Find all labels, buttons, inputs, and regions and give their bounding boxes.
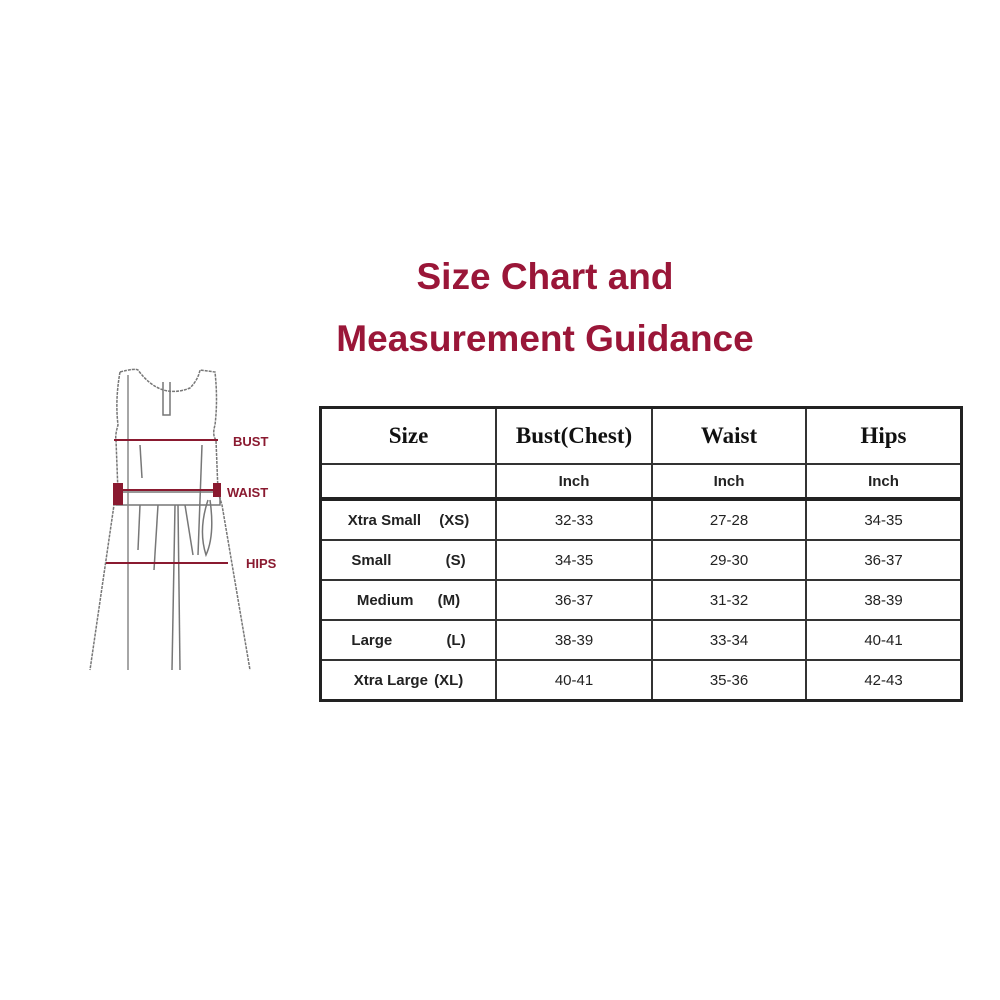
title-line-2: Measurement Guidance [336,318,754,359]
bust-cell: 34-35 [495,539,653,581]
waist-cell: 27-28 [651,498,807,541]
header-waist: Waist [651,406,807,465]
waist-cell: 33-34 [651,619,807,661]
unit-waist: Inch [651,463,807,501]
size-name: Large [351,631,393,649]
size-cell: Large (L) [319,619,497,661]
waist-cell: 31-32 [651,579,807,621]
unit-hips: Inch [805,463,963,501]
title-line-1: Size Chart and [416,256,674,297]
size-cell: Small (S) [319,539,497,581]
size-code: (XS) [439,511,470,529]
waist-label: WAIST [227,485,268,500]
size-cell: Medium (M) [319,579,497,621]
bust-cell: 40-41 [495,659,653,702]
dress-measurement-illustration: BUST WAIST HIPS [89,368,277,671]
size-name: Small [351,551,392,569]
bust-cell: 32-33 [495,498,653,541]
header-bust: Bust(Chest) [495,406,653,465]
header-hips: Hips [805,406,963,465]
size-code: (M) [437,591,461,609]
unit-row: Inch Inch Inch [319,463,963,501]
waist-cell: 35-36 [651,659,807,702]
hips-cell: 36-37 [805,539,963,581]
hips-cell: 42-43 [805,659,963,702]
measurement-arrows [106,439,228,564]
header-row: Size Bust(Chest) Waist Hips [319,406,963,465]
size-name: Medium [356,591,414,609]
size-code: (L) [446,631,466,649]
table-row: Medium (M) 36-37 31-32 38-39 [319,579,963,621]
size-cell: Xtra Large (XL) [319,659,497,702]
bust-cell: 38-39 [495,619,653,661]
header-size: Size [319,406,497,465]
waist-cell: 29-30 [651,539,807,581]
hips-label: HIPS [246,556,277,571]
hips-cell: 38-39 [805,579,963,621]
bust-cell: 36-37 [495,579,653,621]
table-row: Xtra Small (XS) 32-33 27-28 34-35 [319,498,963,541]
table-row: Large (L) 38-39 33-34 40-41 [319,619,963,661]
size-name: Xtra Large [353,671,428,689]
size-code: (XL) [434,671,464,689]
size-chart-table: Size Bust(Chest) Waist Hips Inch Inch In… [319,406,963,702]
table-row: Xtra Large (XL) 40-41 35-36 42-43 [319,659,963,702]
hips-cell: 40-41 [805,619,963,661]
bust-label: BUST [233,434,268,449]
unit-bust: Inch [495,463,653,501]
size-code: (S) [445,551,466,569]
size-name: Xtra Small [347,511,422,529]
table-row: Small (S) 34-35 29-30 36-37 [319,539,963,581]
size-cell: Xtra Small (XS) [319,498,497,541]
hips-cell: 34-35 [805,498,963,541]
unit-size [319,463,497,501]
